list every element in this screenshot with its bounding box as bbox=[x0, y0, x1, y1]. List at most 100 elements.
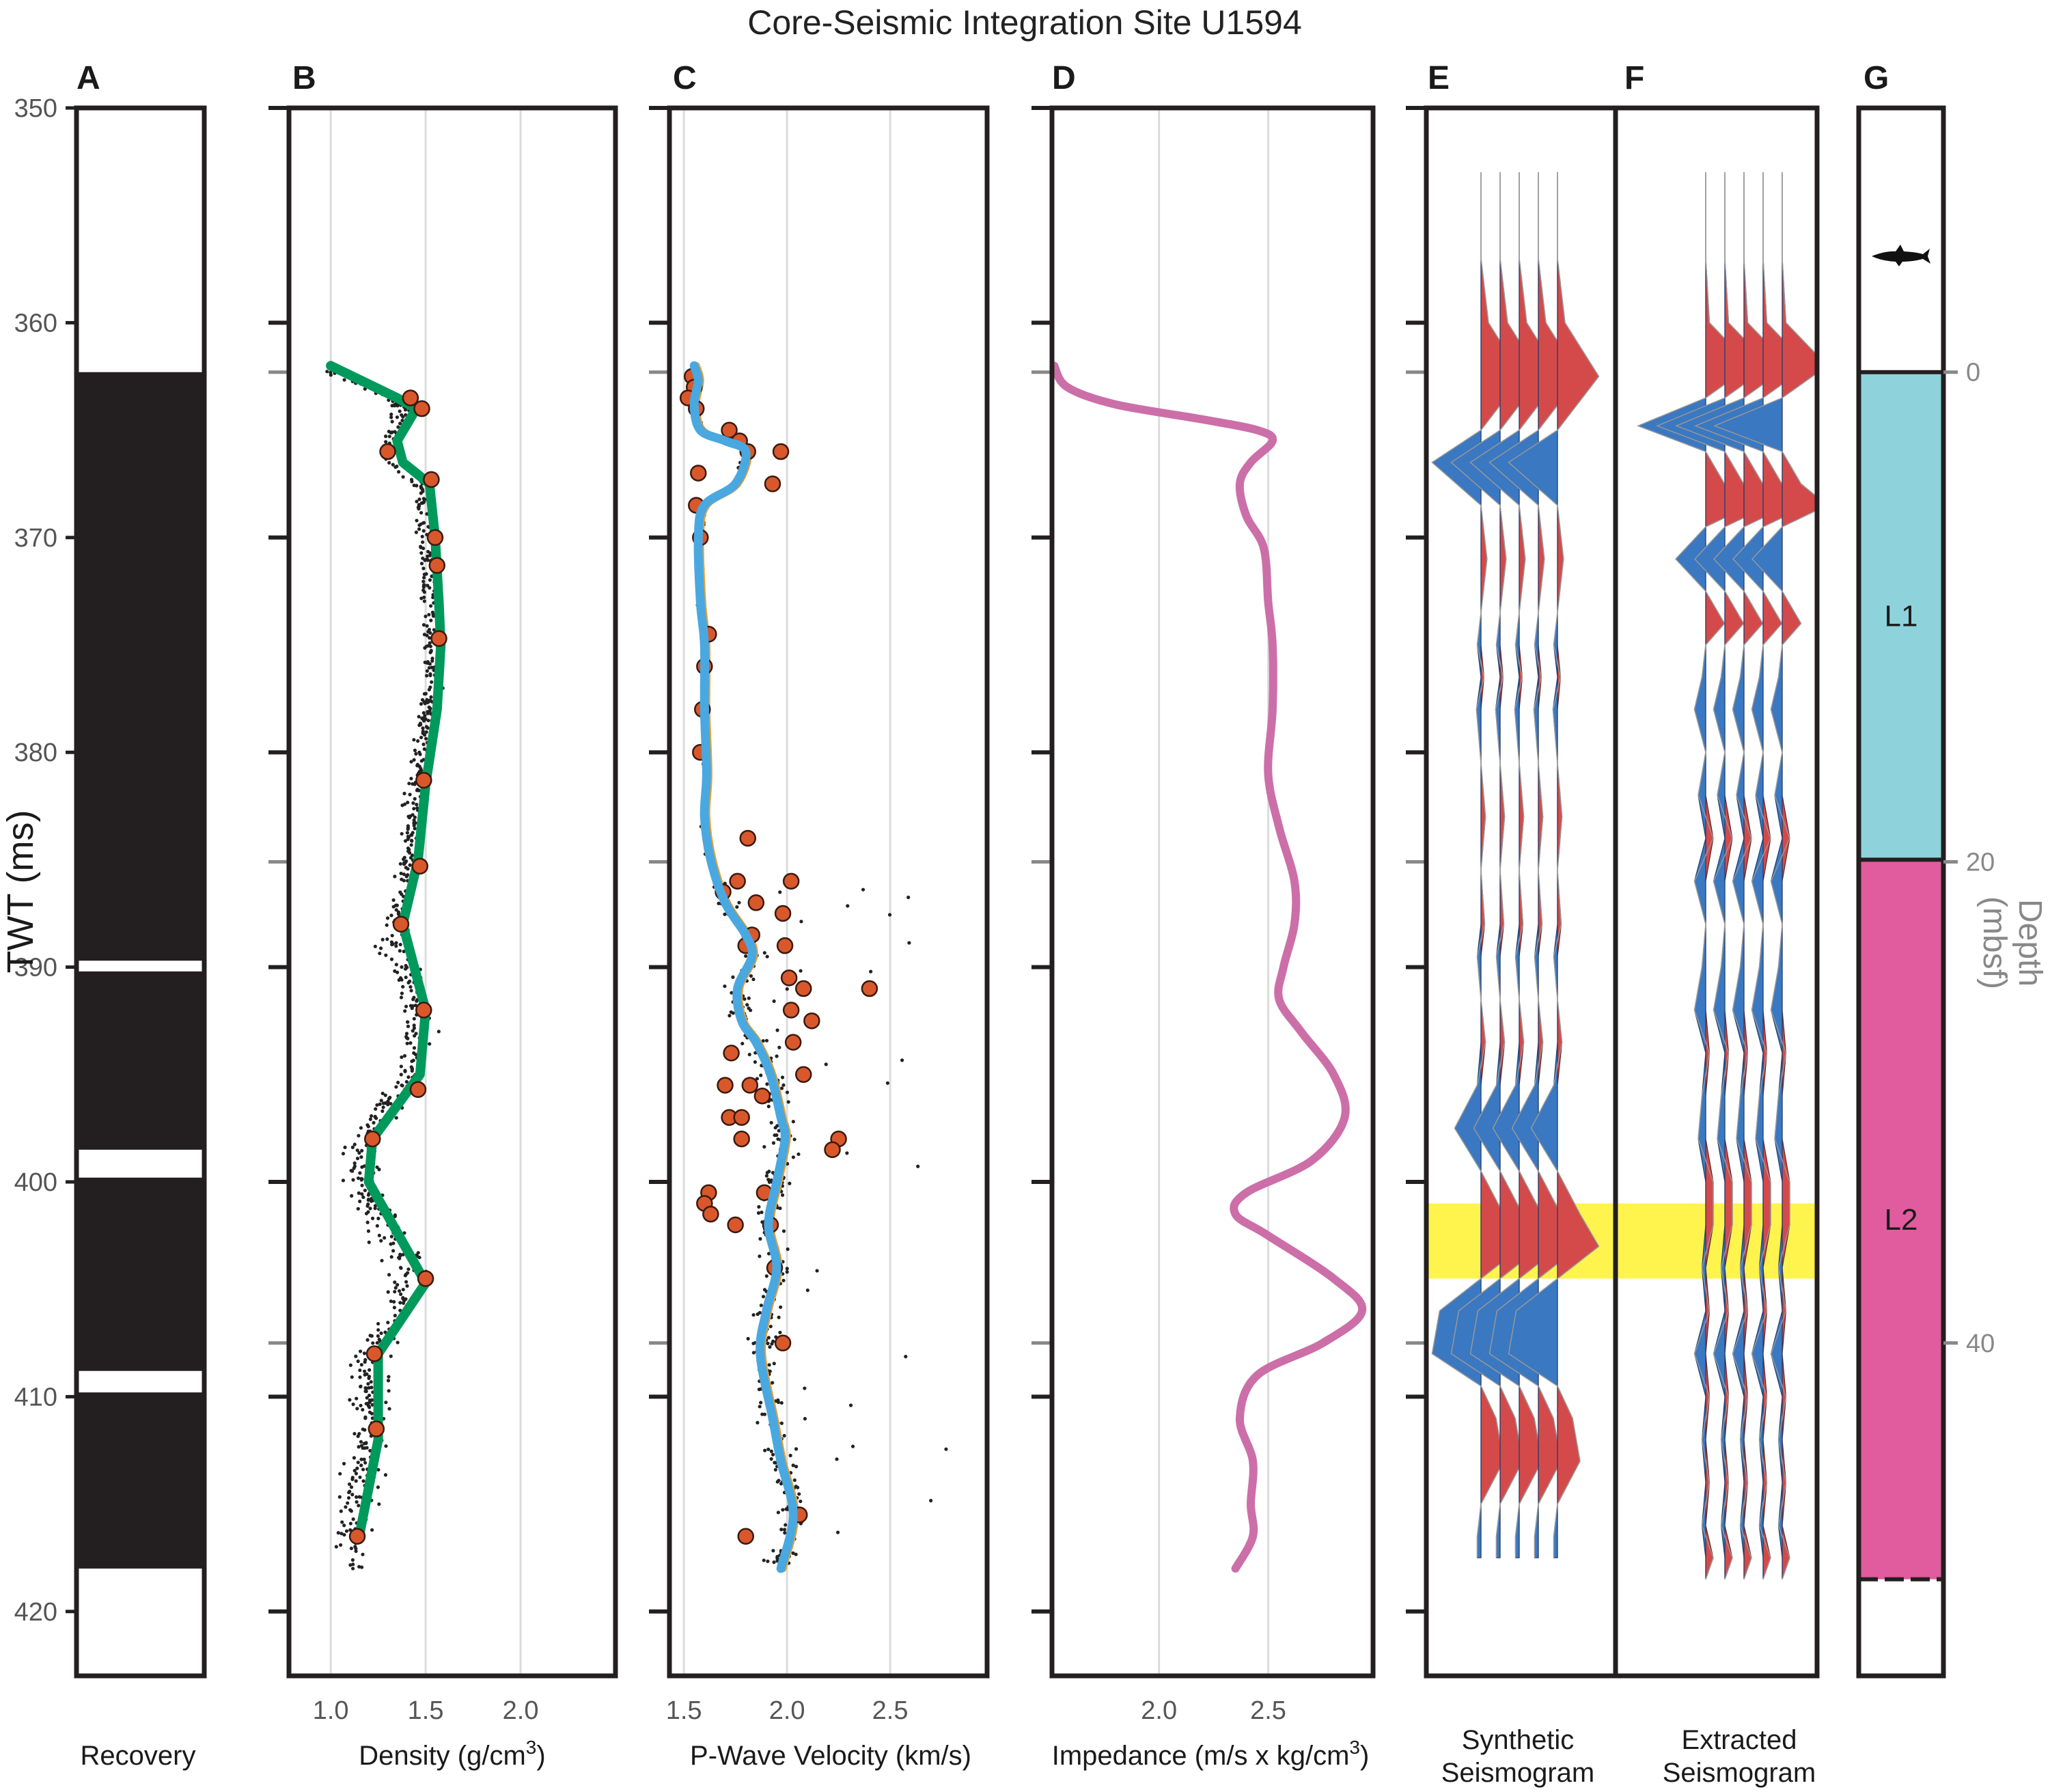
density-scatter-dot bbox=[358, 1171, 362, 1175]
density-scatter-dot bbox=[422, 599, 426, 603]
velocity-discrete-point bbox=[774, 1334, 792, 1352]
synthetic-seismogram-traces bbox=[1431, 172, 1600, 1558]
density-scatter-dot bbox=[410, 833, 414, 837]
density-scatter-dot bbox=[400, 1055, 404, 1060]
extracted-trace-line bbox=[1713, 172, 1817, 1580]
density-scatter-dot bbox=[392, 1306, 397, 1310]
panel-b-density: 1.0 1.5 2.0 bbox=[268, 105, 618, 1725]
density-scatter-dot bbox=[419, 769, 424, 773]
density-scatter-dot bbox=[355, 1396, 359, 1401]
density-scatter-dot bbox=[422, 575, 426, 580]
velocity-scatter-dot bbox=[782, 1433, 786, 1438]
density-scatter-dot bbox=[391, 1241, 396, 1245]
density-scatter-dot bbox=[342, 378, 346, 382]
density-scatter-dot bbox=[401, 857, 406, 861]
extracted-negative-lobe bbox=[1637, 172, 1706, 1580]
density-scatter-dot bbox=[421, 588, 426, 592]
unit-l2-label: L2 bbox=[1885, 1203, 1918, 1237]
velocity-scatter-dot bbox=[782, 1528, 787, 1532]
density-scatter-dot bbox=[401, 475, 405, 479]
density-scatter-dot bbox=[387, 1375, 391, 1379]
density-scatter-dot bbox=[402, 1231, 406, 1235]
density-scatter-dot bbox=[399, 871, 403, 876]
density-scatter-dot bbox=[437, 1030, 441, 1034]
velocity-scatter-dot bbox=[794, 1552, 798, 1556]
panel-letter-c: C bbox=[673, 60, 697, 96]
density-scatter-dot bbox=[384, 1401, 388, 1405]
velocity-scatter-dot bbox=[766, 1104, 771, 1109]
panel-letter-g: G bbox=[1864, 60, 1889, 96]
panel-b-gridlines: 1.0 1.5 2.0 bbox=[313, 108, 538, 1725]
density-scatter-dot bbox=[358, 1349, 363, 1353]
density-scatter-dot bbox=[389, 1354, 393, 1358]
density-scatter-dot bbox=[359, 1384, 363, 1388]
density-scatter-dot bbox=[350, 1558, 355, 1562]
density-scatter-dot bbox=[359, 1155, 363, 1159]
density-scatter-dot bbox=[387, 460, 391, 465]
velocity-discrete-point bbox=[747, 894, 765, 911]
velocity-scatter-dot bbox=[758, 1405, 762, 1409]
density-scatter-dot bbox=[411, 813, 415, 817]
velocity-discrete-point bbox=[717, 1077, 734, 1094]
velocity-scatter-dot bbox=[728, 1014, 732, 1018]
density-scatter-dot bbox=[430, 680, 434, 684]
velocity-scatter-dot bbox=[771, 1381, 775, 1385]
density-scatter-dot bbox=[363, 1389, 368, 1393]
recovery-intervals bbox=[77, 372, 204, 1569]
velocity-scatter-dot bbox=[771, 1339, 775, 1343]
density-scatter-dot bbox=[394, 963, 398, 967]
synthetic-trace-line bbox=[1508, 172, 1600, 1558]
density-scatter-dot bbox=[366, 1381, 370, 1386]
density-scatter-dot bbox=[357, 1495, 361, 1499]
density-scatter-dot bbox=[368, 1334, 372, 1338]
velocity-scatter-dot bbox=[763, 1448, 767, 1452]
density-scatter-dot bbox=[348, 1398, 352, 1402]
impedance-tick-label: 2.5 bbox=[1250, 1696, 1286, 1725]
density-scatter-dot bbox=[413, 797, 417, 801]
velocity-scatter-dot bbox=[747, 1052, 751, 1057]
density-scatter-dot bbox=[408, 1004, 413, 1008]
twt-tick-label: 380 bbox=[14, 739, 57, 767]
density-scatter-dot bbox=[375, 1340, 379, 1345]
density-scatter-dot bbox=[360, 1148, 364, 1153]
panel-d-label-superscript: 3 bbox=[1349, 1737, 1360, 1758]
density-scatter-dot bbox=[404, 1297, 408, 1301]
density-scatter-dot bbox=[430, 659, 434, 663]
panel-a-frame bbox=[74, 105, 207, 1679]
velocity-scatter-dot bbox=[929, 1498, 933, 1503]
density-scatter-dot bbox=[350, 1476, 355, 1480]
density-scatter-dot bbox=[386, 1290, 390, 1294]
density-scatter-dot bbox=[350, 1169, 355, 1173]
density-scatter-dot bbox=[398, 890, 402, 894]
velocity-scatter-dot bbox=[783, 1530, 787, 1535]
density-scatter-dot bbox=[355, 1466, 359, 1470]
density-scatter-dot bbox=[357, 1445, 361, 1449]
twt-tick-label: 390 bbox=[14, 954, 57, 982]
density-scatter-dot bbox=[363, 1461, 368, 1465]
density-scatter-dot bbox=[406, 836, 411, 840]
density-scatter-dot bbox=[423, 646, 427, 650]
velocity-scatter-dot bbox=[792, 1478, 797, 1483]
velocity-scatter-dot bbox=[751, 977, 756, 982]
density-scatter-dot bbox=[419, 723, 423, 727]
density-scatter-dot bbox=[398, 942, 402, 947]
density-scatter-dot bbox=[342, 1524, 346, 1528]
density-scatter-dot bbox=[422, 692, 427, 696]
density-scatter-dot bbox=[398, 1254, 402, 1258]
density-scatter-dot bbox=[338, 1472, 342, 1476]
density-scatter-dot bbox=[421, 718, 426, 722]
density-scatter-dot bbox=[356, 1207, 360, 1211]
density-scatter-dot bbox=[414, 530, 419, 534]
density-scatter-dot bbox=[428, 636, 432, 640]
panel-c-velocity: 1.5 2.0 2.5 bbox=[649, 105, 990, 1725]
velocity-scatter-dot bbox=[779, 1401, 784, 1405]
velocity-discrete-point bbox=[721, 422, 738, 439]
velocity-scatter-dot bbox=[760, 1412, 764, 1416]
panel-d-label-end: ) bbox=[1360, 1741, 1369, 1771]
density-scatter-dot bbox=[423, 713, 427, 718]
panel-d-impedance: 2.0 2.5 bbox=[1031, 105, 1376, 1725]
density-scatter-dot bbox=[357, 1191, 361, 1195]
velocity-scatter-dot bbox=[796, 1485, 800, 1489]
density-scatter-dot bbox=[379, 1331, 383, 1336]
